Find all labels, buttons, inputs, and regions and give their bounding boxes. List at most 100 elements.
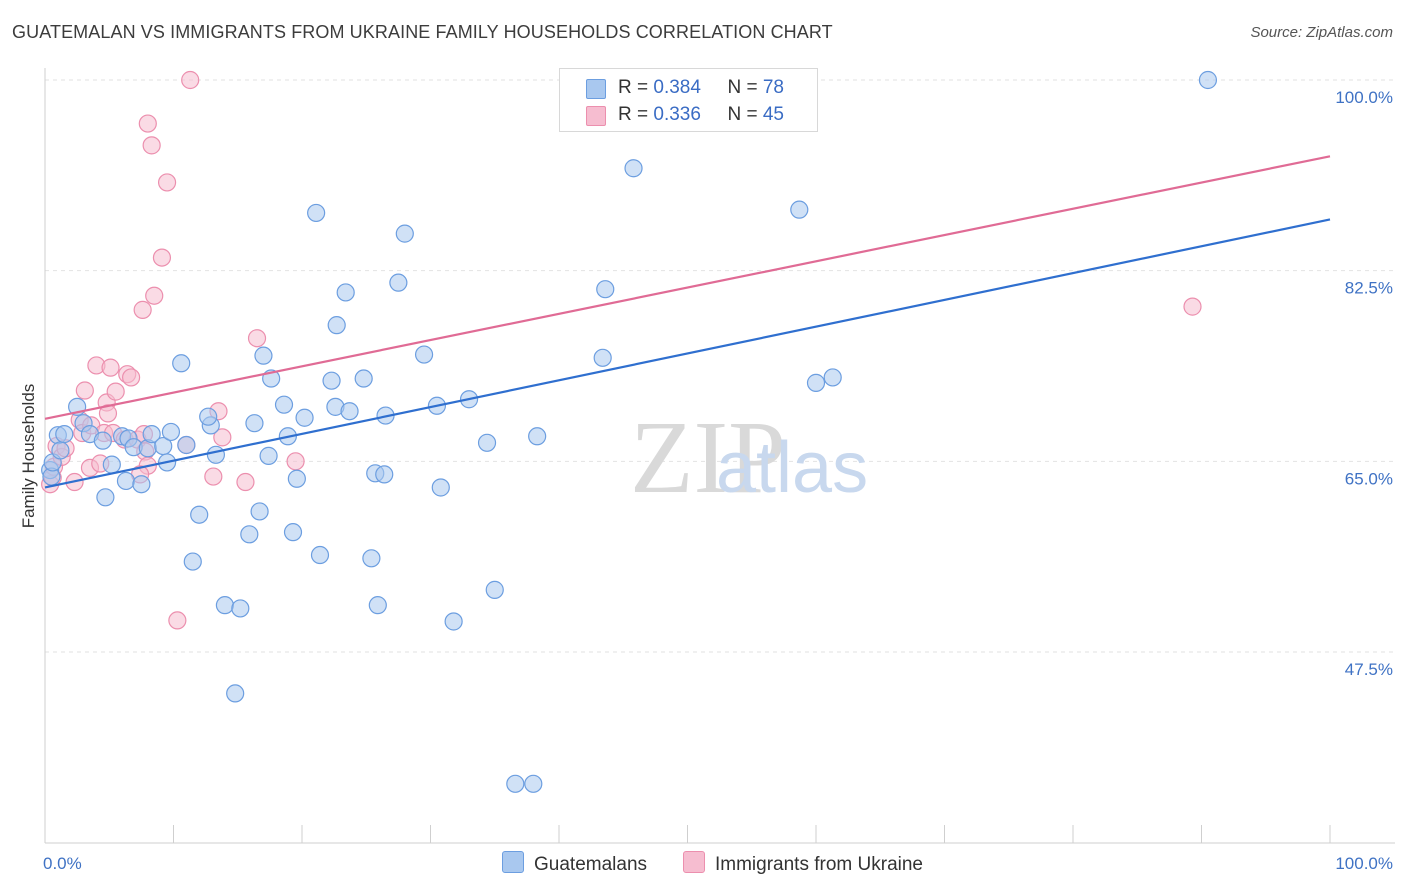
legend-item-ukraine: Immigrants from Ukraine	[683, 851, 923, 876]
ukraine-point	[101, 358, 120, 377]
guatemalan-point	[245, 414, 264, 433]
guatemalan-point	[254, 346, 273, 365]
guatemalan-point	[414, 345, 434, 364]
legend-r-label: R =	[618, 77, 654, 98]
ukraine-point	[247, 329, 267, 348]
ukraine-point	[145, 286, 164, 305]
ukraine-point	[236, 472, 255, 492]
ukraine-point	[157, 173, 177, 192]
guatemalan-point	[362, 549, 381, 568]
ukraine-point	[168, 611, 187, 630]
gridlines	[45, 79, 1395, 653]
trend-lines	[44, 155, 1331, 489]
ukraine-point	[1183, 297, 1202, 316]
guatemalan-point	[327, 316, 346, 335]
legend-swatch-blue	[502, 851, 524, 873]
legend-n-value: 45	[762, 104, 784, 125]
guatemalan-point	[51, 441, 70, 460]
guatemalan-point	[389, 273, 408, 292]
guatemalan-point	[340, 402, 359, 421]
y-tick-label: 47.5%	[1345, 660, 1393, 679]
ukraine-point	[106, 382, 125, 401]
legend-row-ukraine: R = 0.336 N = 45	[586, 104, 784, 126]
guatemalan-point	[1198, 70, 1218, 90]
guatemalan-point	[295, 408, 314, 427]
guatemalan-point	[250, 502, 269, 521]
legend-label-guatemalans: Guatemalans	[534, 854, 648, 875]
guatemalan-point	[183, 552, 202, 571]
guatemalan-point	[206, 445, 226, 464]
legend-swatch-pink	[586, 106, 606, 126]
ukraine-point	[138, 114, 157, 133]
guatemalan-point	[823, 368, 842, 387]
guatemalan-point	[116, 471, 136, 491]
guatemalan-point	[132, 475, 151, 494]
guatemalan-point	[283, 523, 303, 542]
guatemalan-point	[177, 435, 196, 455]
ukraine-point	[286, 452, 305, 471]
x-tick-label: 0.0%	[43, 854, 82, 873]
source-note: Source: ZipAtlas.com	[1250, 24, 1393, 41]
guatemalan-point	[485, 580, 504, 599]
guatemalan-point	[307, 203, 326, 223]
guatemalan-point	[215, 596, 234, 615]
stats-legend: R = 0.384 N = 78 R = 0.336 N = 45	[559, 68, 818, 132]
guatemalan-point	[524, 774, 543, 793]
ukraine-point	[142, 136, 161, 155]
legend-swatch-blue	[586, 79, 606, 99]
ukraine-point	[204, 467, 223, 486]
legend-n-label: N =	[727, 104, 763, 125]
guatemalan-point	[806, 373, 826, 392]
guatemalan-point	[190, 505, 209, 524]
legend-item-guatemalans: Guatemalans	[502, 851, 647, 876]
trend-line-ukraine	[44, 155, 1331, 420]
guatemalan-point	[354, 369, 373, 388]
guatemalan-point	[336, 283, 355, 302]
legend-swatch-pink	[683, 851, 705, 873]
y-tick-label: 100.0%	[1335, 88, 1393, 107]
guatemalan-point	[431, 478, 450, 497]
trend-line-guatemalans	[44, 218, 1331, 489]
x-tick-labels: 0.0% 100.0%	[43, 854, 1393, 873]
ukraine-point	[152, 248, 172, 267]
legend-label-ukraine: Immigrants from Ukraine	[715, 854, 923, 875]
y-tick-label: 82.5%	[1345, 279, 1393, 298]
guatemalan-point	[240, 525, 259, 544]
guatemalan-point	[231, 599, 250, 618]
ukraine-point	[213, 428, 232, 447]
legend-row-guatemalans: R = 0.384 N = 78	[586, 77, 784, 99]
ukraine-point	[181, 70, 200, 90]
guatemalan-point	[274, 395, 294, 414]
guatemalan-point	[395, 224, 414, 243]
guatemalan-point	[528, 427, 547, 446]
series-legend: Guatemalans Immigrants from Ukraine	[0, 851, 1406, 879]
guatemalan-point	[444, 612, 463, 631]
guatemalan-point	[96, 488, 115, 507]
legend-r-value: 0.384	[653, 77, 701, 98]
y-tick-label: 65.0%	[1345, 469, 1393, 488]
legend-r-value: 0.336	[653, 104, 701, 125]
legend-n-label: N =	[727, 77, 763, 98]
axes	[44, 68, 1395, 844]
ukraine-point	[133, 300, 152, 319]
guatemalan-point	[790, 200, 809, 219]
watermark-atlas: atlas	[716, 428, 868, 508]
chart-title: GUATEMALAN VS IMMIGRANTS FROM UKRAINE FA…	[12, 22, 833, 42]
guatemalan-point	[593, 348, 612, 367]
guatemalan-point	[55, 424, 74, 444]
x-tick-label: 100.0%	[1335, 854, 1393, 873]
guatemalan-point	[596, 280, 615, 299]
guatemalan-point	[161, 422, 181, 442]
guatemalan-point	[310, 545, 330, 565]
ukraine-point	[75, 381, 94, 400]
y-tick-labels: 47.5% 65.0% 82.5% 100.0%	[1335, 88, 1393, 679]
watermark-zip: ZIP	[630, 400, 786, 515]
guatemalan-point	[375, 465, 394, 484]
series-ukraine-points	[41, 70, 1202, 630]
guatemalan-point	[624, 159, 643, 178]
ukraine-point	[121, 368, 141, 387]
guatemalan-point	[93, 431, 112, 450]
guatemalan-point	[102, 455, 121, 474]
guatemalan-point	[199, 407, 218, 426]
